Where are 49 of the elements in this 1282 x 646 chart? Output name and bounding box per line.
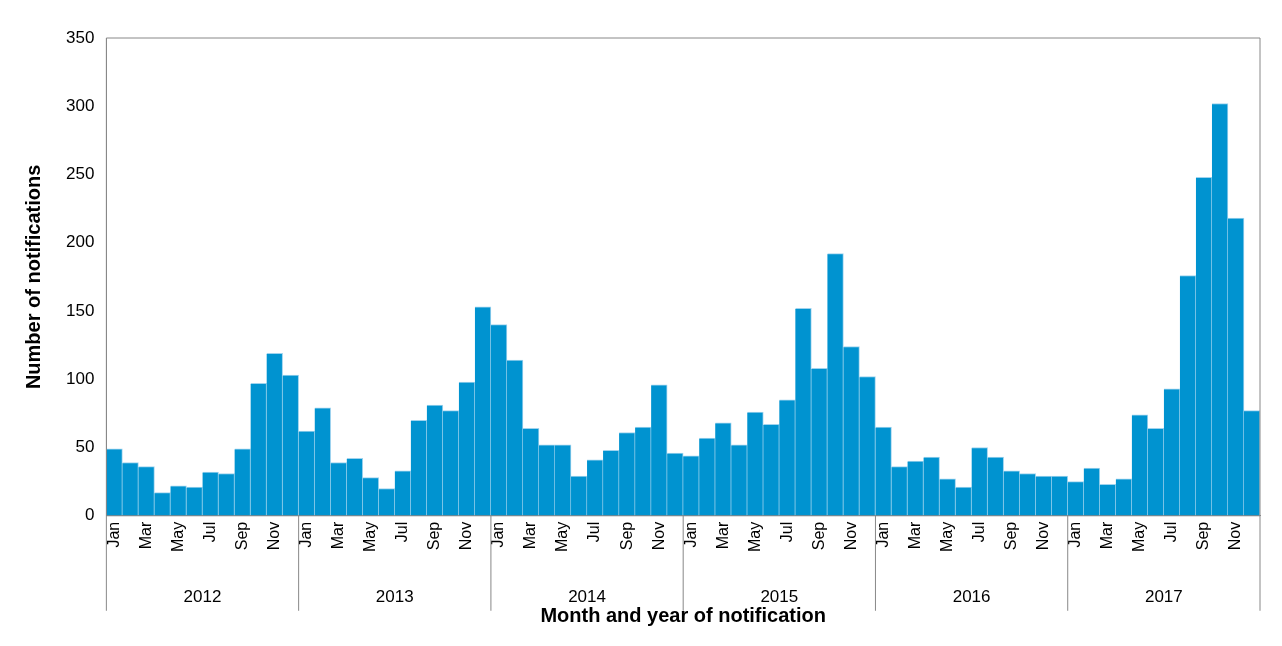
x-tick-label: May	[937, 521, 955, 553]
x-tick-label: Nov	[1226, 521, 1244, 551]
x-tick-label: Sep	[1194, 521, 1212, 551]
x-tick-label: May	[361, 521, 379, 553]
x-tick-label: Sep	[1002, 521, 1020, 551]
y-tick-label: 300	[65, 95, 95, 115]
x-tick-label: Sep	[809, 521, 827, 551]
x-tick-label: Jul	[200, 521, 218, 543]
y-tick-label: 250	[65, 164, 95, 184]
text: 2013	[375, 587, 414, 607]
y-tick-label: 350	[65, 27, 95, 47]
x-tick-label: Nov	[457, 521, 475, 551]
x-tick-label: Nov	[841, 521, 859, 551]
x-tick-label: Jan	[873, 521, 891, 548]
y-tick-label: 50	[75, 437, 95, 457]
y-tick-label: 200	[65, 232, 95, 252]
text: 2012	[183, 587, 222, 607]
x-tick-label: Nov	[265, 521, 283, 551]
x-tick-label: Jan	[489, 521, 507, 548]
y-axis-title: Number of notifications	[21, 164, 44, 390]
x-tick-label: Sep	[425, 521, 443, 551]
x-tick-label: May	[745, 521, 763, 553]
y-tick-label: 150	[65, 300, 95, 320]
x-tick-label: Jan	[1066, 521, 1084, 548]
x-tick-label: May	[553, 521, 571, 553]
x-tick-label: Jan	[104, 521, 122, 548]
x-tick-label: Jul	[777, 521, 795, 543]
x-tick-label: Jul	[393, 521, 411, 543]
y-tick-label: 0	[84, 505, 95, 525]
x-tick-label: Jan	[681, 521, 699, 548]
x-tick-label: Nov	[1034, 521, 1052, 551]
x-tick-label: Mar	[521, 521, 539, 550]
x-tick-label: May	[1130, 521, 1148, 553]
x-tick-label: Mar	[136, 521, 154, 550]
x-tick-label: Jul	[585, 521, 603, 543]
x-tick-label: Mar	[329, 521, 347, 550]
x-tick-label: Nov	[649, 521, 667, 551]
x-tick-label: Sep	[617, 521, 635, 551]
x-tick-label: Mar	[1098, 521, 1116, 550]
x-tick-label: Sep	[232, 521, 250, 551]
text: 2017	[1144, 587, 1183, 607]
x-tick-label: Jan	[297, 521, 315, 548]
x-tick-label: May	[168, 521, 186, 553]
text: 2016	[952, 587, 991, 607]
x-tick-label: Jul	[970, 521, 988, 543]
x-tick-label: Mar	[713, 521, 731, 550]
x-tick-label: Mar	[905, 521, 923, 550]
y-tick-label: 100	[65, 368, 95, 388]
x-tick-label: Jul	[1162, 521, 1180, 543]
